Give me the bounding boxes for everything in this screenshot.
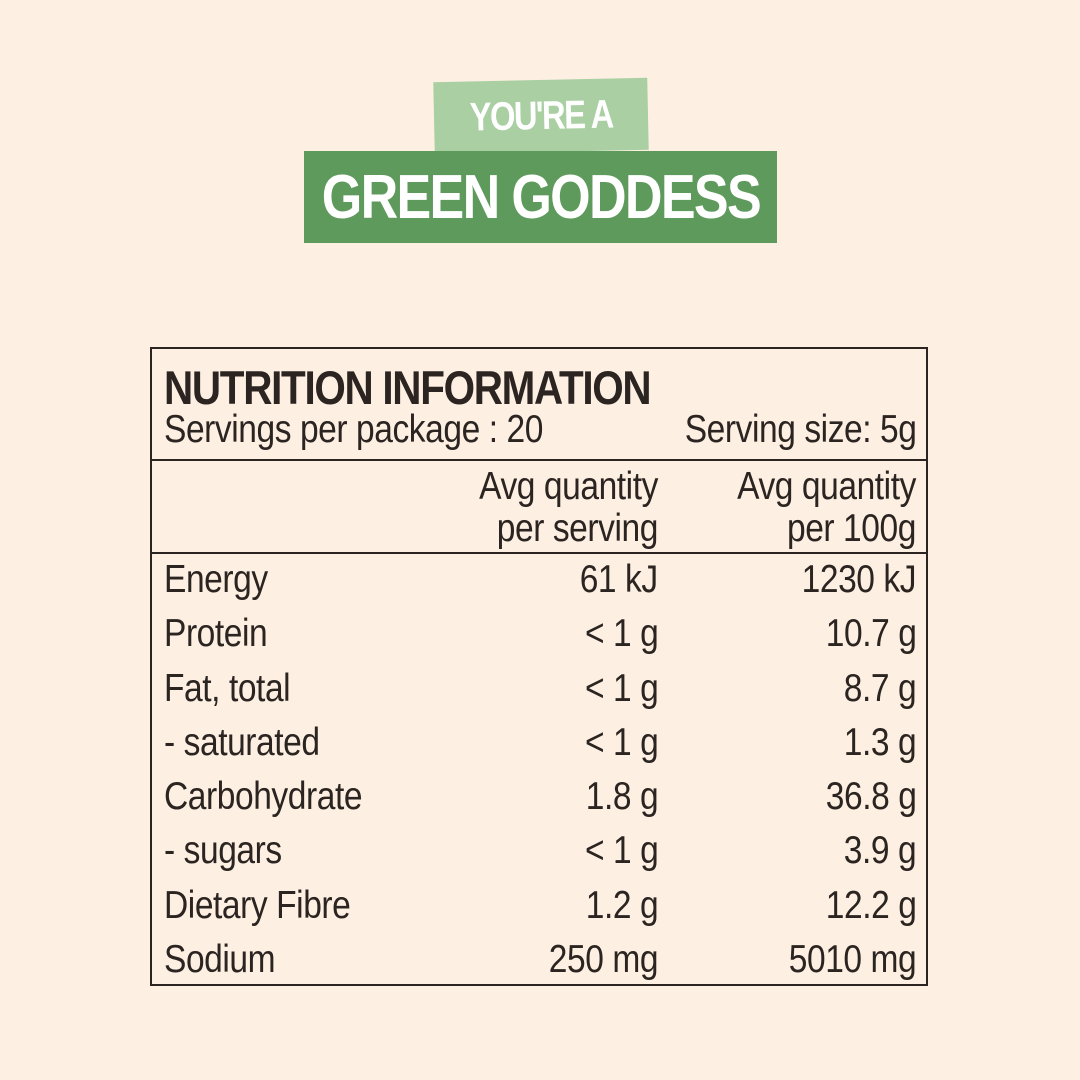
panel-title: NUTRITION INFORMATION xyxy=(164,361,652,414)
per-100g-value: 1230 kJ xyxy=(801,558,917,601)
tagline-banner: YOU'RE A xyxy=(433,77,649,155)
per-serving-value: < 1 g xyxy=(584,720,659,764)
per-100g-value: 5010 mg xyxy=(788,938,916,982)
nutrient-rows: Energy 61 kJ 1230 kJ Protein < 1 g 10.7 … xyxy=(152,555,926,989)
nutrient-name: Dietary Fibre xyxy=(164,883,351,927)
table-row: Protein < 1 g 10.7 g xyxy=(152,609,926,663)
column-header-line: Avg quantity xyxy=(737,465,916,508)
column-header-line: per 100g xyxy=(787,507,916,550)
nutrient-name: - saturated xyxy=(164,720,320,764)
table-row: Sodium 250 mg 5010 mg xyxy=(152,935,926,989)
per-100g-value: 36.8 g xyxy=(825,775,916,819)
per-serving-value: < 1 g xyxy=(584,612,659,656)
per-100g-value: 10.7 g xyxy=(825,612,916,656)
per-100g-value: 12.2 g xyxy=(825,883,916,927)
table-row: - saturated < 1 g 1.3 g xyxy=(152,718,926,772)
nutrient-name: Carbohydrate xyxy=(164,775,363,819)
table-row: Energy 61 kJ 1230 kJ xyxy=(152,555,926,609)
nutrition-panel: NUTRITION INFORMATION Servings per packa… xyxy=(150,347,928,986)
table-row: Carbohydrate 1.8 g 36.8 g xyxy=(152,772,926,826)
nutrient-name: - sugars xyxy=(164,829,282,873)
per-serving-value: 61 kJ xyxy=(579,558,658,601)
per-serving-value: 1.2 g xyxy=(585,883,659,927)
nutrient-name: Energy xyxy=(164,558,268,601)
nutrient-name: Protein xyxy=(164,612,268,656)
column-header-per-100g: Avg quantity per 100g xyxy=(737,466,916,550)
per-serving-value: 1.8 g xyxy=(585,775,659,819)
product-name-text: GREEN GODDESS xyxy=(321,162,761,232)
nutrient-name: Fat, total xyxy=(164,666,291,710)
per-100g-value: 8.7 g xyxy=(843,666,917,710)
table-row: Dietary Fibre 1.2 g 12.2 g xyxy=(152,881,926,935)
column-header-per-serving: Avg quantity per serving xyxy=(479,466,658,550)
column-header-line: Avg quantity xyxy=(479,465,658,508)
per-100g-value: 1.3 g xyxy=(843,720,917,764)
product-name-banner: GREEN GODDESS xyxy=(304,151,777,243)
per-100g-value: 3.9 g xyxy=(843,829,917,873)
nutrient-name: Sodium xyxy=(164,938,276,982)
per-serving-value: 250 mg xyxy=(548,938,659,982)
per-serving-value: < 1 g xyxy=(584,829,659,873)
per-serving-value: < 1 g xyxy=(584,666,659,710)
table-row: Fat, total < 1 g 8.7 g xyxy=(152,664,926,718)
table-row: - sugars < 1 g 3.9 g xyxy=(152,826,926,880)
serving-size: Serving size: 5g xyxy=(684,408,916,451)
column-header-line: per serving xyxy=(496,507,659,550)
tagline-text: YOU'RE A xyxy=(469,92,613,139)
servings-per-package: Servings per package : 20 xyxy=(164,408,543,451)
columns-divider xyxy=(152,552,926,554)
header-divider xyxy=(152,459,926,461)
